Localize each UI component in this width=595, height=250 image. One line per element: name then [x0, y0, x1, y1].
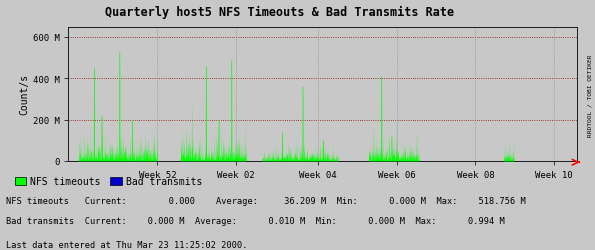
- Text: NFS timeouts   Current:        0.000    Average:     36.209 M  Min:      0.000 M: NFS timeouts Current: 0.000 Average: 36.…: [6, 196, 526, 205]
- Y-axis label: Count/s: Count/s: [20, 74, 30, 115]
- Text: Last data entered at Thu Mar 23 11:25:02 2000.: Last data entered at Thu Mar 23 11:25:02…: [6, 240, 248, 249]
- Text: RRDTOOL / TOBI OETIKER: RRDTOOL / TOBI OETIKER: [588, 54, 593, 136]
- Legend: NFS timeouts, Bad transmits: NFS timeouts, Bad transmits: [11, 172, 206, 190]
- Text: Quarterly host5 NFS Timeouts & Bad Transmits Rate: Quarterly host5 NFS Timeouts & Bad Trans…: [105, 6, 454, 19]
- Text: Bad transmits  Current:    0.000 M  Average:      0.010 M  Min:      0.000 M  Ma: Bad transmits Current: 0.000 M Average: …: [6, 216, 505, 225]
